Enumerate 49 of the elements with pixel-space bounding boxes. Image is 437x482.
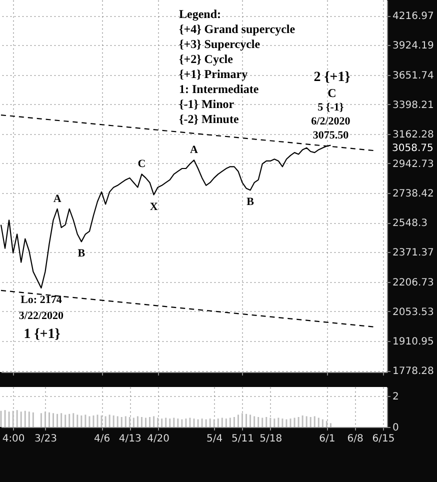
y-tick-label: 1778.28 [392,366,434,378]
annotation: 1: Intermediate [179,82,260,96]
annotation: {+2} Cycle [179,52,234,66]
x-tick-label: 4/6 [94,434,110,444]
y-tick-label: 3651.74 [392,70,434,82]
x-tick-label: 5/18 [260,434,282,444]
y-tick-label: 2053.53 [392,306,434,318]
annotation: C [138,158,146,170]
y-tick-label: 2206.73 [392,277,434,288]
y-tick-label: 2548.3 [392,218,428,230]
annotation: 6/2/2020 [311,115,351,128]
x-tick-label: 5/11 [232,434,254,444]
annotation: B [78,248,86,260]
annotation: 2 {+1} [314,70,351,85]
y-tick-label: 2738.42 [392,188,434,200]
annotation: 5 {-1} [318,101,344,114]
y-tick-label: 3924.19 [392,40,434,52]
y-tick-label: 1910.95 [392,336,434,348]
y-tick-label: 3162.28 [392,129,434,140]
x-tick-label: 6/15 [372,434,395,444]
annotation: Lo: 2174 [20,294,62,306]
x-tick-label: 4/13 [118,434,142,444]
x-tick-label: 5/4 [206,434,223,444]
annotation: {-2} Minute [179,112,240,126]
x-tick-label: 3/23 [34,434,57,444]
annotation: X [150,200,158,213]
annotation: A [190,144,198,156]
annotation: 1 {+1} [24,327,61,342]
y-tick-label: 4216.97 [392,11,434,22]
text: 3058.75 [392,143,434,154]
x-tick-label: 4/20 [147,434,170,444]
annotation: Legend: [179,7,221,21]
annotation: 3/22/2020 [18,310,64,322]
annotation: A [53,192,62,205]
annotation: C [328,86,336,100]
annotation: B [246,196,255,208]
y-tick-label: 3398.21 [392,100,434,111]
annotation: {-1} Minor [179,97,235,111]
x-tick-label: 4:00 [2,434,25,444]
annotation: {+1} Primary [179,67,248,81]
annotation: {+3} Supercycle [179,37,261,51]
annotation: 3075.50 [312,129,350,142]
annotation: {+4} Grand supercycle [179,22,296,36]
x-tick-label: 6/8 [347,434,364,444]
y-tick-label: 2942.73 [392,158,434,170]
y-tick-label: 2 [392,392,399,403]
x-tick-label: 6/1 [319,434,336,444]
y-tick-label: 0 [392,422,399,434]
y-tick-label: 2371.37 [392,248,434,259]
